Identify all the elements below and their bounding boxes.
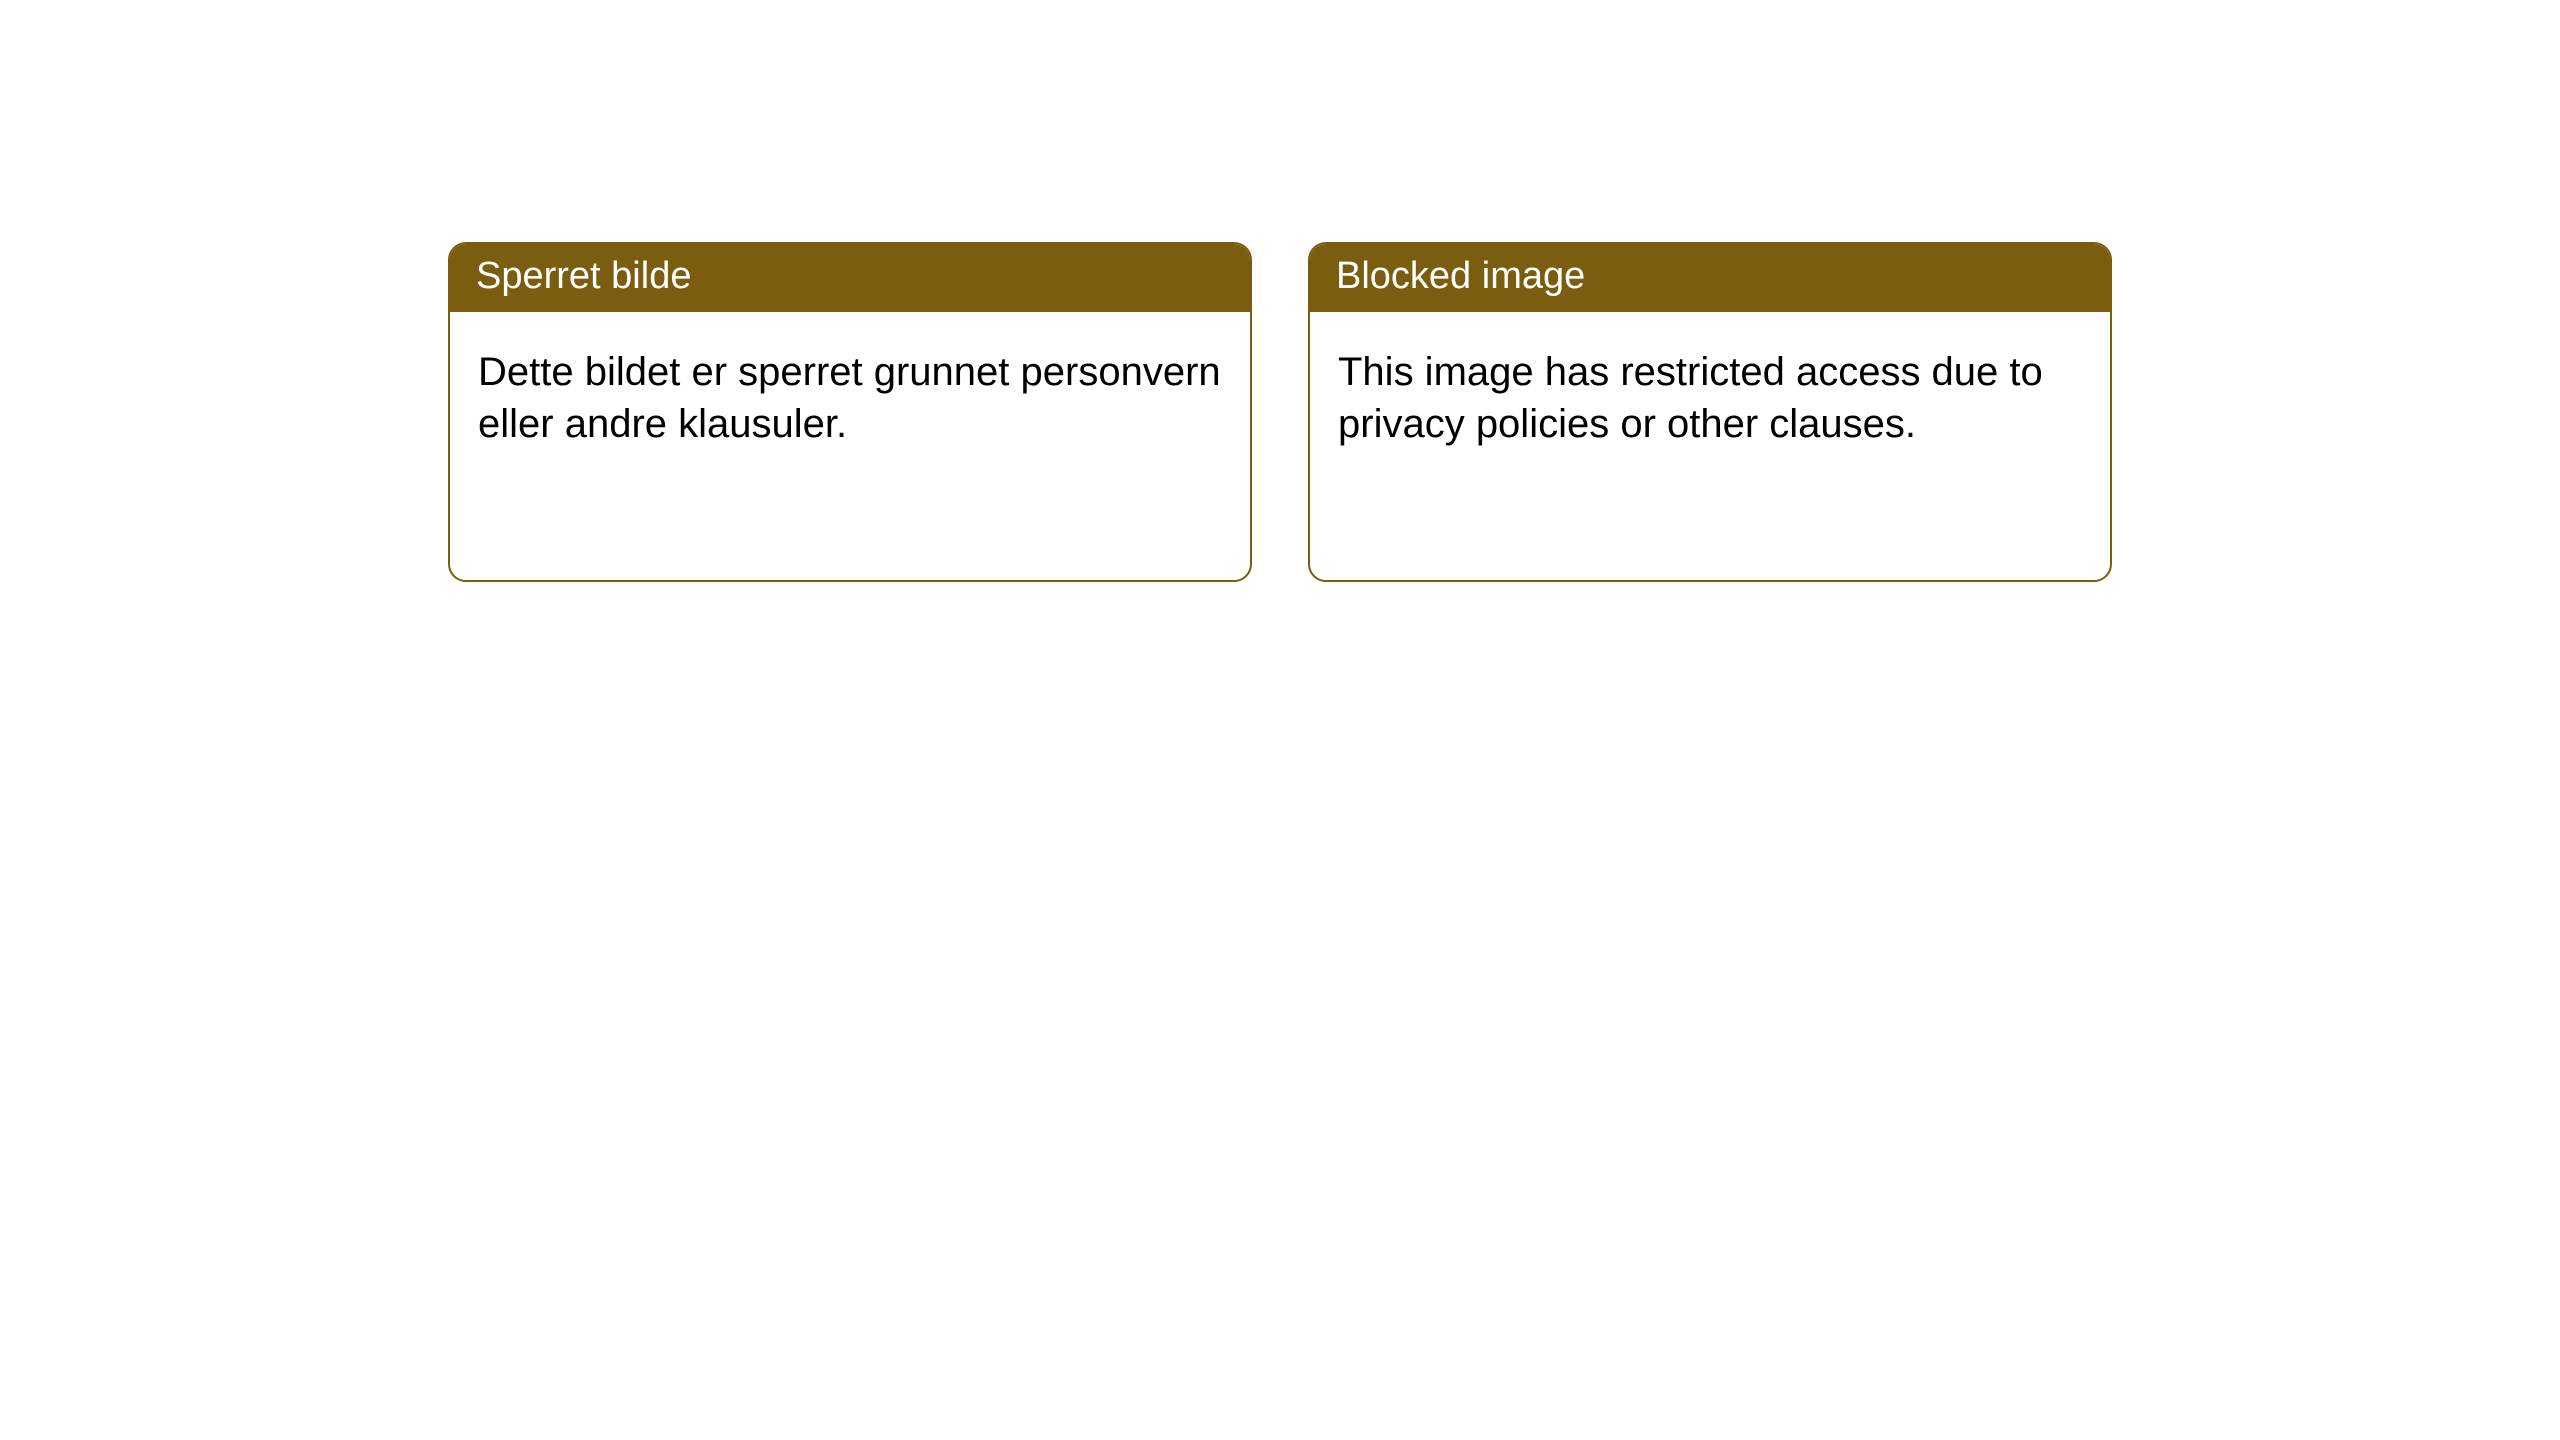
notice-card-body: This image has restricted access due to … bbox=[1310, 312, 2110, 580]
notice-card-norwegian: Sperret bilde Dette bildet er sperret gr… bbox=[448, 242, 1252, 582]
notice-card-title: Blocked image bbox=[1310, 244, 2110, 312]
notice-card-row: Sperret bilde Dette bildet er sperret gr… bbox=[0, 0, 2560, 582]
notice-card-english: Blocked image This image has restricted … bbox=[1308, 242, 2112, 582]
notice-card-body: Dette bildet er sperret grunnet personve… bbox=[450, 312, 1250, 580]
notice-card-title: Sperret bilde bbox=[450, 244, 1250, 312]
